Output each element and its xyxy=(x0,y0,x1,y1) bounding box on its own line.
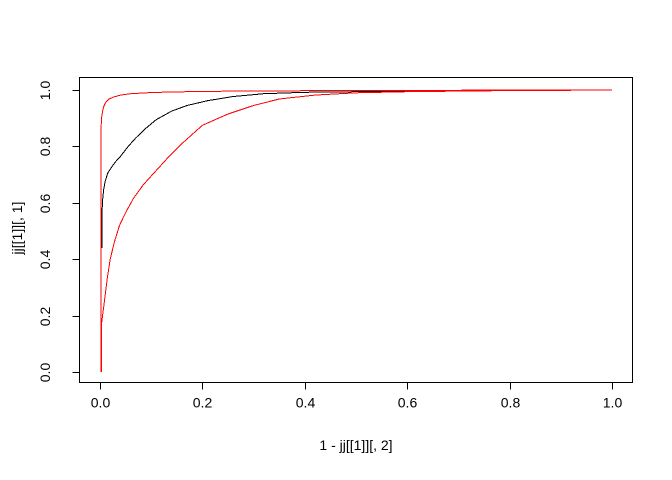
x-tick-label: 1.0 xyxy=(603,395,623,411)
y-axis-label: jj[[1]][, 1] xyxy=(9,201,25,255)
x-tick-label: 0.0 xyxy=(91,395,111,411)
y-tick-label: 0.2 xyxy=(37,307,53,327)
series-lower-confidence-band xyxy=(101,89,613,372)
x-tick-label: 0.4 xyxy=(296,395,316,411)
series-upper-confidence-band xyxy=(100,89,613,372)
y-tick-label: 1.0 xyxy=(37,81,53,101)
y-tick-label: 0.8 xyxy=(37,137,53,157)
plot-box xyxy=(79,77,633,383)
x-axis-label: 1 - jj[[1]][, 2] xyxy=(319,437,393,453)
x-tick-label: 0.6 xyxy=(398,395,418,411)
y-tick-label: 0.0 xyxy=(37,363,53,383)
x-tick-label: 0.2 xyxy=(193,395,213,411)
x-tick-label: 0.8 xyxy=(501,395,521,411)
y-tick-label: 0.4 xyxy=(37,250,53,270)
series-roc-curve xyxy=(101,89,613,248)
y-tick-label: 0.6 xyxy=(37,194,53,214)
